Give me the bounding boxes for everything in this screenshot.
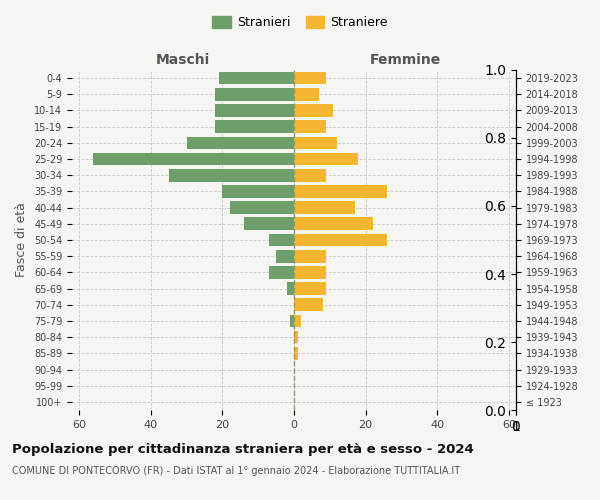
Bar xyxy=(294,88,319,101)
Bar xyxy=(215,120,294,133)
Text: COMUNE DI PONTECORVO (FR) - Dati ISTAT al 1° gennaio 2024 - Elaborazione TUTTITA: COMUNE DI PONTECORVO (FR) - Dati ISTAT a… xyxy=(12,466,460,476)
Y-axis label: Anni di nascita: Anni di nascita xyxy=(598,194,600,286)
Text: Femmine: Femmine xyxy=(370,53,440,67)
Bar xyxy=(219,72,294,85)
Bar xyxy=(294,331,298,344)
Bar xyxy=(290,314,294,328)
Bar xyxy=(223,185,294,198)
Bar xyxy=(294,72,326,85)
Text: Popolazione per cittadinanza straniera per età e sesso - 2024: Popolazione per cittadinanza straniera p… xyxy=(12,442,474,456)
Bar xyxy=(294,234,387,246)
Bar xyxy=(294,266,326,278)
Bar xyxy=(94,152,294,166)
Bar xyxy=(230,202,294,214)
Bar xyxy=(169,169,294,181)
Bar xyxy=(294,250,326,262)
Bar xyxy=(294,120,326,133)
Bar xyxy=(215,104,294,117)
Bar xyxy=(269,266,294,278)
Bar xyxy=(215,88,294,101)
Y-axis label: Fasce di età: Fasce di età xyxy=(16,202,28,278)
Bar xyxy=(294,347,298,360)
Bar xyxy=(276,250,294,262)
Legend: Stranieri, Straniere: Stranieri, Straniere xyxy=(207,11,393,34)
Bar xyxy=(294,152,358,166)
Bar xyxy=(187,136,294,149)
Text: Maschi: Maschi xyxy=(156,53,210,67)
Bar xyxy=(294,282,326,295)
Bar xyxy=(294,314,301,328)
Bar xyxy=(294,136,337,149)
Bar xyxy=(294,185,387,198)
Bar xyxy=(269,234,294,246)
Bar xyxy=(294,104,334,117)
Bar xyxy=(244,218,294,230)
Bar xyxy=(294,218,373,230)
Bar xyxy=(287,282,294,295)
Bar xyxy=(294,298,323,311)
Bar xyxy=(294,202,355,214)
Bar xyxy=(294,169,326,181)
